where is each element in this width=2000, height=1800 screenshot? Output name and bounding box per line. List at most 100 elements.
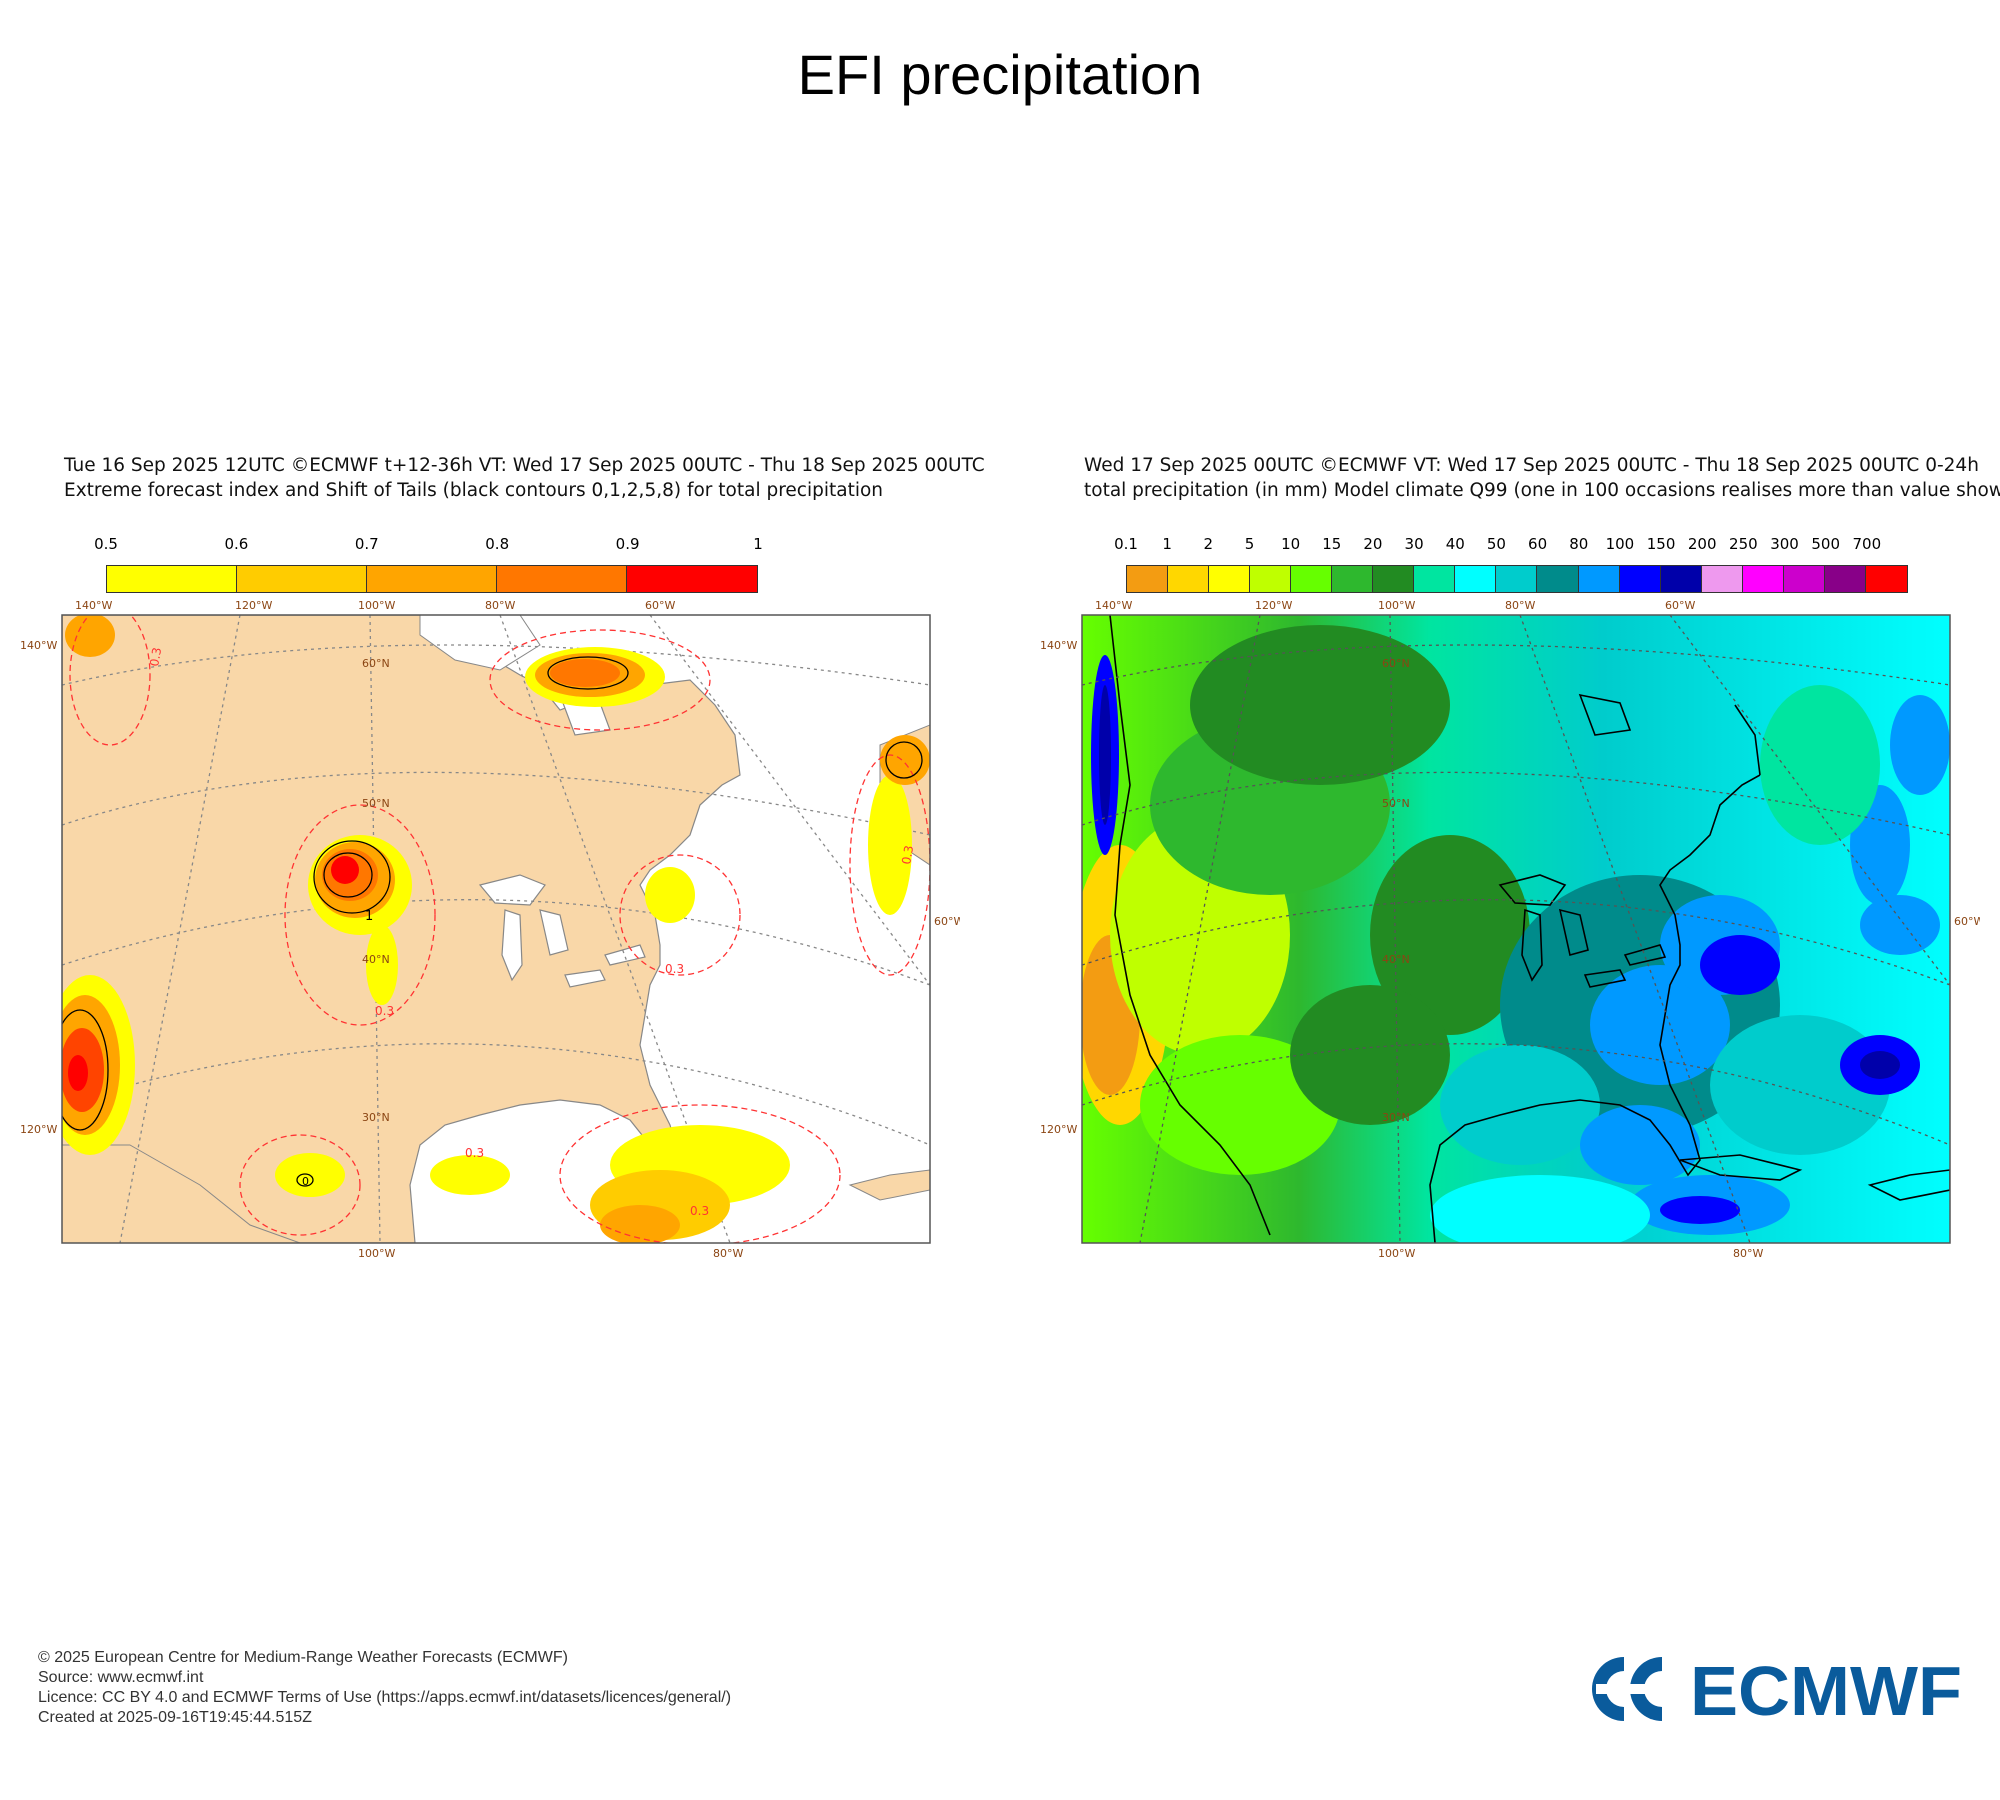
precip-colorbar-label: 700 — [1852, 535, 1882, 553]
precip-panel: Wed 17 Sep 2025 00UTC ©ECMWF VT: Wed 17 … — [1040, 455, 2000, 1260]
efi-colorbar-segment — [627, 566, 757, 592]
precip-colorbar-segment — [1291, 566, 1333, 592]
precip-lat-label: 50°N — [1382, 797, 1410, 810]
precip-colorbar-segment — [1824, 566, 1866, 592]
precip-lat-label: 60°N — [1382, 657, 1410, 670]
efi-contour-label: 0.3 — [147, 646, 164, 667]
precip-colorbar-segment — [1619, 566, 1661, 592]
precip-colorbar-label: 30 — [1404, 535, 1424, 553]
precip-header-line1: Wed 17 Sep 2025 00UTC ©ECMWF VT: Wed 17 … — [1084, 455, 1979, 476]
precip-colorbar-segment — [1578, 566, 1620, 592]
precip-graticule — [1082, 615, 1950, 1243]
efi-contour-label: 0.3 — [899, 844, 916, 865]
precip-colorbar-segment — [1660, 566, 1702, 592]
efi-colorbar-bar — [106, 565, 758, 593]
footer-licence: Licence: CC BY 4.0 and ECMWF Terms of Us… — [38, 1689, 732, 1706]
footer-copyright: © 2025 European Centre for Medium-Range … — [38, 1649, 568, 1666]
efi-map-frame — [61, 614, 931, 1244]
efi-colorbar-label: 0.9 — [615, 535, 640, 553]
efi-lat-label: 40°N — [362, 953, 390, 966]
efi-lat-label: 60°N — [362, 657, 390, 670]
precip-colorbar-segment — [1701, 566, 1743, 592]
efi-colorbar-segment — [107, 566, 237, 592]
precip-colorbar-label: 100 — [1605, 535, 1635, 553]
precip-header-line2: total precipitation (in mm) Model climat… — [1084, 480, 2000, 501]
precip-colorbar-segment — [1209, 566, 1251, 592]
precip-lon-label: 100°W — [1378, 1247, 1415, 1260]
precip-colorbar-label: 40 — [1445, 535, 1465, 553]
efi-map: 0.3 0.3 0.3 0.3 0.3 0.3 1 0 60°N 50°N 40… — [20, 599, 960, 1260]
efi-colorbar-segment — [497, 566, 627, 592]
efi-lon-label: 100°W — [358, 1247, 395, 1260]
efi-side-label: 120°W — [20, 1123, 57, 1136]
efi-header-line1: Tue 16 Sep 2025 12UTC ©ECMWF t+12-36h VT… — [64, 455, 985, 476]
precip-colorbar-label: 500 — [1811, 535, 1840, 553]
precip-side-label: 60°W — [1954, 915, 1980, 928]
precip-lon-label: 100°W — [1378, 599, 1415, 612]
efi-lon-label: 60°W — [645, 599, 675, 612]
precip-side-label: 120°W — [1040, 1123, 1077, 1136]
efi-sot-label: 0 — [302, 1175, 309, 1188]
precip-colorbar-segment — [1783, 566, 1825, 592]
efi-contour-label: 0.3 — [465, 1146, 484, 1160]
efi-lat-label: 30°N — [362, 1111, 390, 1124]
precip-colorbar-label: 1 — [1162, 535, 1172, 553]
efi-contour-label: 0.3 — [375, 1004, 394, 1018]
precip-colorbar-label: 60 — [1528, 535, 1548, 553]
efi-side-label: 140°W — [20, 639, 57, 652]
precip-colorbar-segment — [1455, 566, 1497, 592]
precip-lon-label: 80°W — [1733, 1247, 1763, 1260]
precip-colorbar-label: 2 — [1203, 535, 1214, 553]
precip-lon-label: 80°W — [1505, 599, 1535, 612]
efi-colorbar-label: 1 — [753, 535, 763, 553]
efi-lon-label: 140°W — [75, 599, 112, 612]
precip-colorbar-segment — [1865, 566, 1907, 592]
efi-contours — [69, 615, 930, 1243]
precip-lon-label: 140°W — [1095, 599, 1132, 612]
footer-created: Created at 2025-09-16T19:45:44.515Z — [38, 1709, 312, 1726]
footer-source: Source: www.ecmwf.int — [38, 1669, 204, 1686]
footer: © 2025 European Centre for Medium-Range … — [38, 1648, 731, 1728]
precip-map-frame — [1081, 614, 1951, 1244]
efi-colorbar-label: 0.6 — [224, 535, 249, 553]
ecmwf-logo: ECMWF — [1592, 1655, 1962, 1723]
page-title: EFI precipitation — [797, 43, 1203, 106]
precip-colorbar-label: 50 — [1486, 535, 1506, 553]
precip-colorbar-segment — [1537, 566, 1579, 592]
efi-colorbar-label: 0.8 — [485, 535, 510, 553]
precip-colorbar-label: 10 — [1281, 535, 1301, 553]
precip-colorbar-label: 20 — [1363, 535, 1383, 553]
efi-lon-label: 100°W — [358, 599, 395, 612]
efi-colorbar-label: 0.7 — [354, 535, 379, 553]
precip-colorbar-segment — [1414, 566, 1456, 592]
precip-coastlines — [1109, 615, 1950, 1243]
precip-shading — [1082, 625, 1950, 1243]
efi-colorbar-segment — [237, 566, 367, 592]
precip-colorbar-label: 250 — [1729, 535, 1758, 553]
precip-colorbar-label: 5 — [1244, 535, 1255, 553]
precip-colorbar-segment — [1127, 566, 1169, 592]
efi-lon-label: 80°W — [485, 599, 515, 612]
precip-lon-label: 120°W — [1255, 599, 1292, 612]
efi-colorbar-segment — [367, 566, 497, 592]
ecmwf-logo-text: ECMWF — [1690, 1655, 1962, 1723]
efi-sot-label: 1 — [365, 909, 373, 924]
efi-contour-label: 0.3 — [665, 962, 684, 976]
efi-lat-label: 50°N — [362, 797, 390, 810]
precip-colorbar-label: 200 — [1687, 535, 1717, 553]
efi-graticule — [62, 615, 930, 1243]
efi-contour-label: 0.3 — [690, 1204, 709, 1218]
precip-map: 60°N 50°N 40°N 30°N 140°W 120°W 100°W 80… — [1040, 599, 1980, 1260]
precip-lat-label: 40°N — [1382, 953, 1410, 966]
precip-colorbar-segment — [1742, 566, 1784, 592]
precip-colorbar-label: 0.1 — [1114, 535, 1138, 553]
precip-side-label: 140°W — [1040, 639, 1077, 652]
precip-colorbar-label: 15 — [1322, 535, 1342, 553]
efi-lon-label: 120°W — [235, 599, 272, 612]
ecmwf-logo-mark — [1592, 1657, 1678, 1721]
precip-colorbar-segment — [1168, 566, 1210, 592]
efi-side-label: 60°W — [934, 915, 960, 928]
precip-colorbar-segment — [1496, 566, 1538, 592]
precip-colorbar-bar — [1126, 565, 1908, 593]
efi-panel: Tue 16 Sep 2025 12UTC ©ECMWF t+12-36h VT… — [20, 455, 1022, 1260]
